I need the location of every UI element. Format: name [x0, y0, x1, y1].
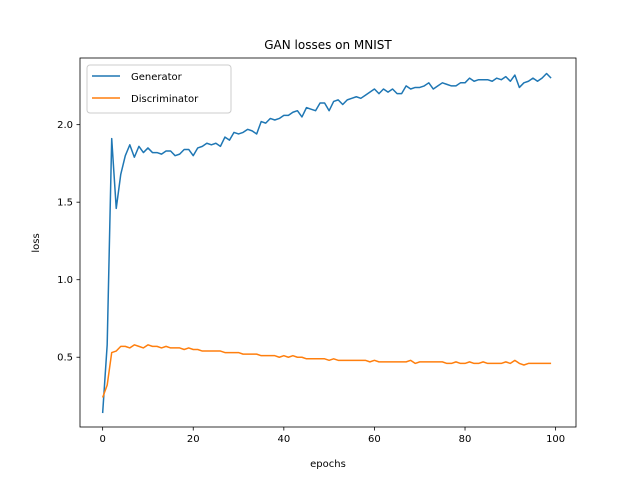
plot-lines: [101, 72, 552, 414]
y-tick-label: 1.0: [57, 275, 73, 286]
x-axis-label: epochs: [310, 459, 346, 470]
x-tick-label: 100: [546, 434, 565, 445]
x-tick-label: 20: [187, 434, 200, 445]
plot-frame: [79, 57, 577, 428]
x-tick-label: 40: [277, 434, 290, 445]
y-axis-ticks: 0.5 1.0 1.5 2.0: [57, 120, 80, 364]
y-tick-label: 1.5: [57, 198, 73, 209]
y-tick-label: 0.5: [57, 353, 73, 364]
legend: Generator Discriminator: [86, 64, 232, 114]
y-tick-label: 2.0: [57, 120, 73, 131]
series-line-discriminator: [101, 344, 552, 398]
legend-label-generator: Generator: [131, 72, 183, 83]
x-tick-label: 80: [459, 434, 472, 445]
x-tick-label: 60: [368, 434, 381, 445]
y-axis-label: loss: [31, 233, 42, 252]
series-line-generator: [101, 72, 552, 414]
legend-box: [86, 64, 232, 114]
x-axis-ticks: 0 20 40 60 80 100: [99, 427, 565, 445]
chart-title: GAN losses on MNIST: [264, 38, 392, 52]
legend-label-discriminator: Discriminator: [131, 94, 199, 105]
x-tick-label: 0: [99, 434, 105, 445]
